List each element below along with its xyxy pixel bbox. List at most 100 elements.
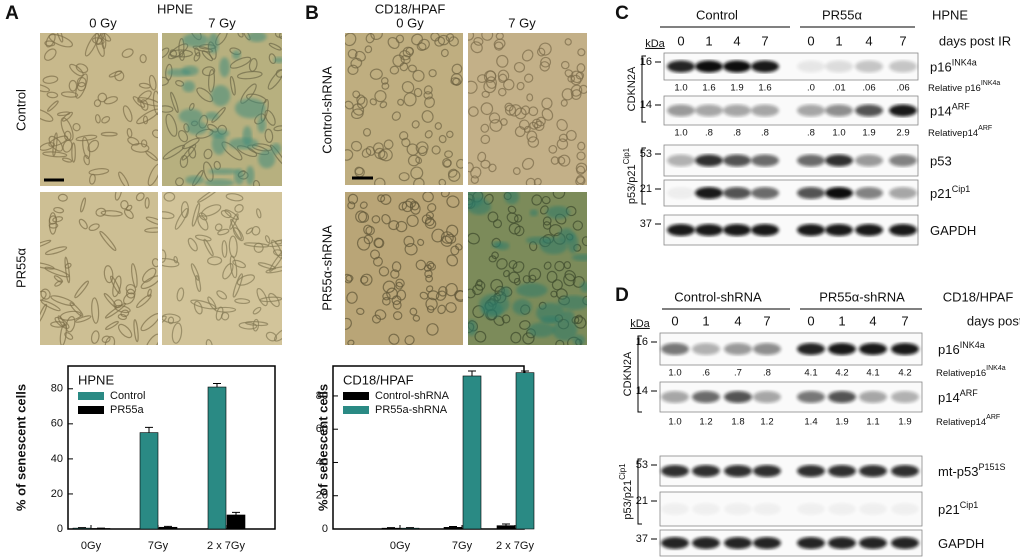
bracket xyxy=(637,335,642,413)
bracket-label: p53/p21Cip1 xyxy=(622,147,638,204)
cell xyxy=(379,148,393,162)
cell xyxy=(200,204,222,217)
cell xyxy=(232,227,244,242)
cell xyxy=(388,333,400,345)
cell xyxy=(347,193,359,205)
cell xyxy=(543,261,552,270)
x-tick-label: 0Gy xyxy=(81,540,102,552)
cell xyxy=(96,33,106,46)
cell xyxy=(100,131,118,137)
cell xyxy=(365,146,376,156)
cell xyxy=(43,48,57,61)
cell xyxy=(399,131,409,141)
cell xyxy=(427,203,437,213)
cell xyxy=(203,148,213,160)
label-base: p21 xyxy=(938,502,960,517)
relative-label: Relative p16INK4a xyxy=(928,80,1000,94)
band xyxy=(797,154,825,167)
cell xyxy=(556,118,568,132)
y-tick-label: 80 xyxy=(316,390,328,402)
cell xyxy=(50,321,66,328)
cell xyxy=(539,61,550,72)
cell xyxy=(514,107,527,120)
cell xyxy=(82,136,91,160)
cell xyxy=(541,97,553,110)
cell xyxy=(531,194,543,206)
cell xyxy=(570,74,582,86)
cell xyxy=(101,116,111,124)
relative-value: .06 xyxy=(862,83,875,94)
cell xyxy=(387,36,400,50)
cell xyxy=(162,144,185,160)
cell xyxy=(513,214,523,223)
lane-label: 1 xyxy=(838,313,845,328)
cell xyxy=(243,242,270,248)
band xyxy=(825,154,853,167)
relative-value: 4.2 xyxy=(898,368,911,379)
cell xyxy=(53,275,64,283)
cell xyxy=(69,63,84,77)
band xyxy=(695,60,723,73)
cell xyxy=(152,90,158,116)
cell xyxy=(512,167,521,176)
cell xyxy=(400,54,411,65)
legend-title: CD18/HPAF xyxy=(343,372,414,387)
cell xyxy=(147,288,152,298)
cell xyxy=(413,87,423,98)
band-label: p14ARF xyxy=(930,102,970,119)
cell xyxy=(345,317,352,330)
cell xyxy=(195,275,202,292)
legend-swatch xyxy=(78,392,104,400)
column-label: 7 Gy xyxy=(208,15,236,30)
cell xyxy=(423,85,433,95)
cell xyxy=(269,249,282,272)
cell xyxy=(426,323,439,336)
lane-label: 1 xyxy=(835,33,842,48)
legend-label: Control-shRNA xyxy=(375,390,450,402)
relative-value: .8 xyxy=(761,128,769,139)
relative-value: .8 xyxy=(733,128,741,139)
y-tick-label: 40 xyxy=(51,453,63,465)
panel-label: D xyxy=(615,285,629,306)
cell xyxy=(522,275,531,284)
cell xyxy=(496,258,508,270)
cell xyxy=(418,145,428,157)
cell xyxy=(162,249,167,263)
cell xyxy=(117,323,133,339)
cell xyxy=(53,206,65,214)
cell xyxy=(454,290,463,301)
cell xyxy=(456,158,463,169)
cell xyxy=(274,239,282,245)
cell xyxy=(474,330,487,343)
band xyxy=(825,104,853,117)
cell xyxy=(473,37,484,46)
cell xyxy=(410,166,424,180)
cell xyxy=(391,261,402,273)
cell xyxy=(214,306,237,313)
cell xyxy=(347,339,355,345)
cell xyxy=(381,82,390,90)
cell xyxy=(236,70,263,80)
cell xyxy=(47,100,59,112)
cell xyxy=(576,174,585,185)
row-label: PR55α xyxy=(13,248,28,289)
band xyxy=(889,104,917,117)
micrograph xyxy=(345,192,463,345)
cell xyxy=(278,33,282,39)
cell xyxy=(265,331,278,342)
column-label: 7 Gy xyxy=(508,15,536,30)
lane-label: 0 xyxy=(671,313,678,328)
cell xyxy=(576,151,586,161)
cells xyxy=(40,33,158,186)
relative-value: 1.0 xyxy=(674,128,687,139)
cell xyxy=(440,231,454,244)
band xyxy=(891,503,919,515)
band xyxy=(667,224,695,236)
relative-label: Relativep14ARF xyxy=(928,125,992,139)
cell xyxy=(222,263,234,280)
band xyxy=(695,104,723,117)
cell xyxy=(477,151,487,163)
micrograph xyxy=(162,33,282,186)
band xyxy=(859,391,887,403)
cell xyxy=(126,288,136,299)
